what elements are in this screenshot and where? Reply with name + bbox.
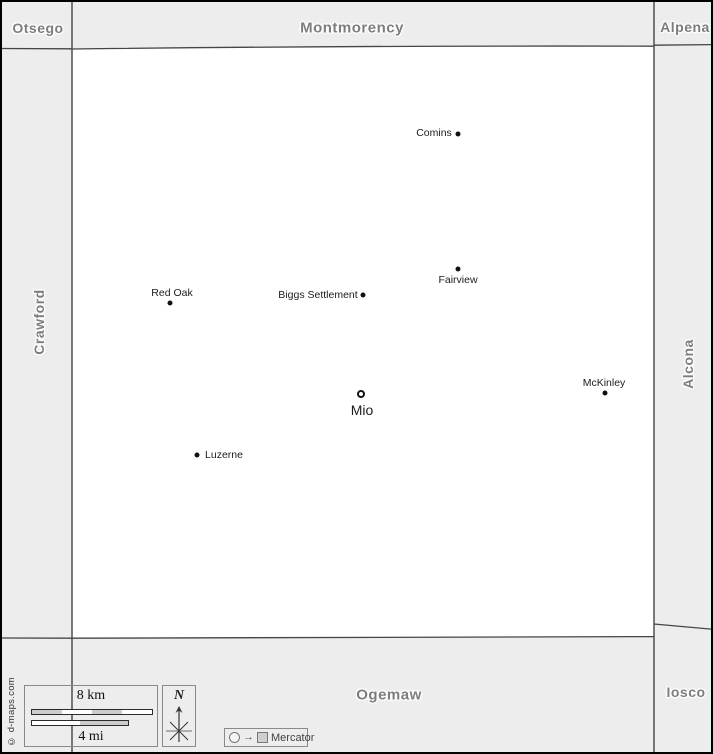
town-label-red-oak: Red Oak [151, 287, 193, 299]
town-label-comins: Comins [416, 127, 452, 139]
projection-panel: → Mercator [224, 728, 314, 747]
compass-panel: N [162, 685, 196, 747]
town-label-fairview: Fairview [438, 274, 478, 286]
town-label-luzerne: Luzerne [205, 449, 243, 461]
county-label-montmorency: Montmorency [300, 19, 404, 37]
town-marker-mio [357, 390, 365, 398]
county-label-iosco: Iosco [666, 684, 706, 700]
county-label-alpena: Alpena [660, 19, 710, 35]
county-area-fill [72, 46, 654, 638]
projection-label: Mercator [271, 731, 315, 744]
scale-bar-panel: 8 km 4 mi [24, 685, 158, 747]
county-label-crawford: Crawford [31, 289, 47, 355]
county-label-ogemaw: Ogemaw [356, 686, 422, 704]
town-marker-mckinley [602, 390, 608, 396]
county-label-alcona: Alcona [680, 339, 696, 389]
scale-bar-km [31, 709, 153, 715]
county-label-otsego: Otsego [12, 20, 64, 36]
town-label-mckinley: McKinley [582, 377, 626, 389]
compass-north-label: N [173, 688, 185, 703]
compass-rose-icon [166, 706, 192, 742]
flat-map-square-icon [257, 732, 268, 743]
town-label-mio: Mio [350, 402, 374, 418]
arrow-right-icon: → [243, 730, 254, 743]
town-marker-red-oak [167, 300, 173, 306]
dmaps-credit: © d-maps.com [6, 677, 17, 747]
town-marker-fairview [455, 266, 461, 272]
scale-km-label: 8 km [76, 688, 106, 703]
scale-mi-label: 4 mi [78, 729, 104, 744]
town-marker-biggs-settlement [360, 292, 366, 298]
globe-circle-icon [229, 732, 240, 743]
town-marker-luzerne [194, 452, 200, 458]
town-marker-comins [455, 131, 461, 137]
town-label-biggs-settlement: Biggs Settlement [278, 289, 358, 301]
scale-bar-mi [31, 720, 129, 726]
